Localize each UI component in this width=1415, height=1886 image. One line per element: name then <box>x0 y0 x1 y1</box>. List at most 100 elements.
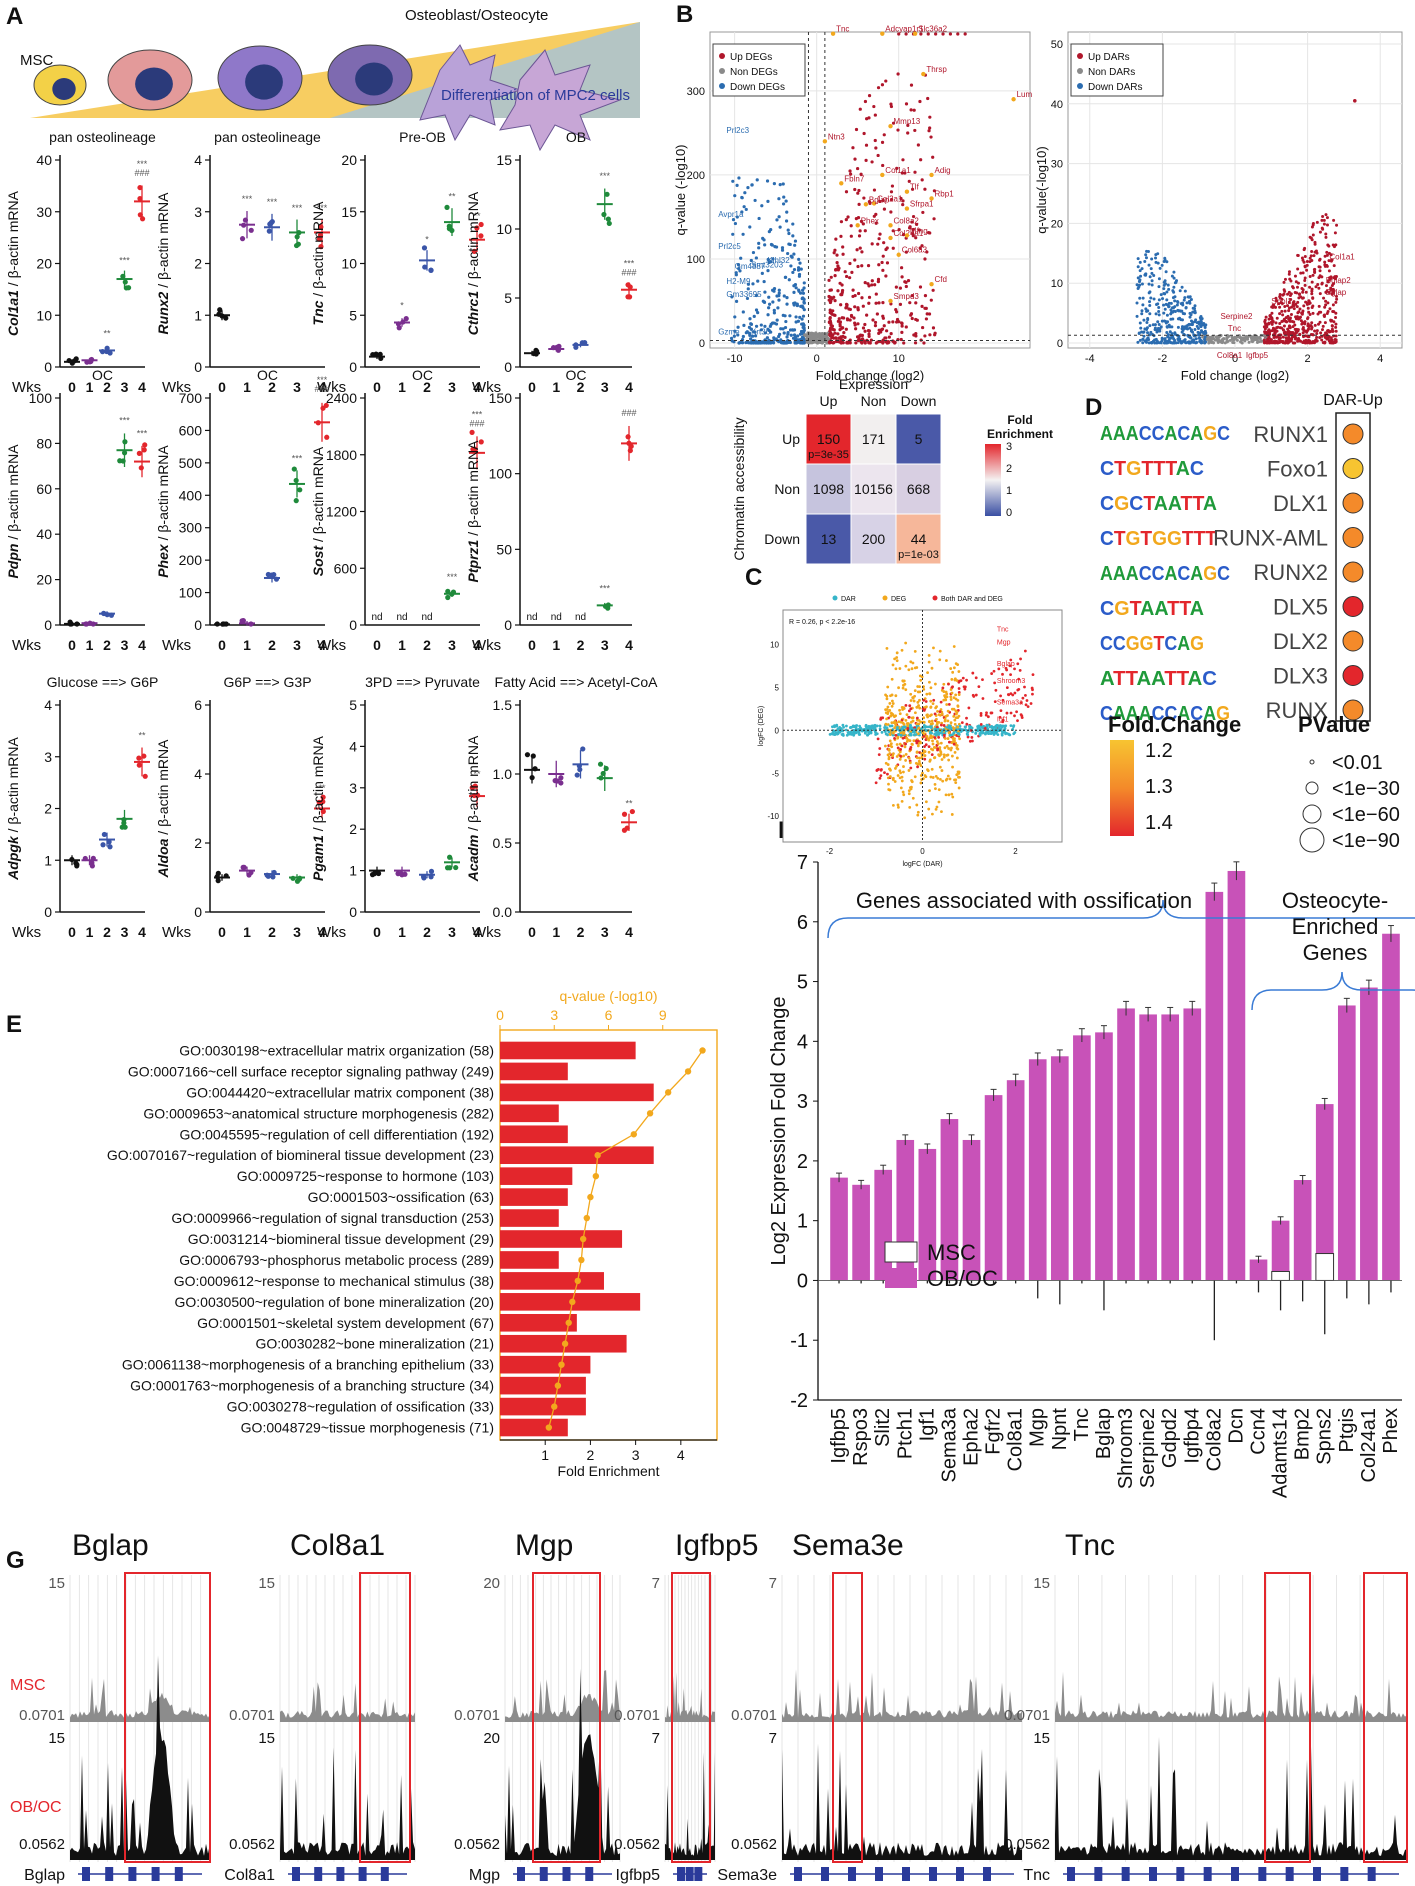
scatter-point <box>967 706 971 710</box>
gene-label: Mmp13 <box>894 117 921 126</box>
data-point <box>106 839 112 845</box>
ylabel-suffix: / β-actin mRNA <box>155 445 171 545</box>
volcano-point <box>1313 329 1317 333</box>
volcano-point <box>1303 329 1307 333</box>
volcano-point <box>1169 308 1173 312</box>
volcano-point <box>766 199 770 203</box>
volcano-point <box>1225 338 1229 342</box>
volcano-point <box>908 225 912 229</box>
enrichment-bar <box>500 1041 636 1060</box>
scatter-point <box>902 765 905 768</box>
volcano-point <box>927 312 932 316</box>
volcano-point <box>827 340 831 345</box>
volcano-point <box>1313 240 1317 244</box>
volcano-point <box>848 307 852 312</box>
scatter-point <box>895 764 898 768</box>
bot-max-label: 20 <box>483 1730 500 1747</box>
scatter-point <box>1016 688 1020 692</box>
volcano-point <box>874 212 878 216</box>
scatter-point <box>936 776 940 780</box>
volcano-point <box>1147 341 1151 345</box>
gene-exon <box>983 1867 991 1881</box>
volcano-point <box>766 269 770 273</box>
volcano-point <box>777 298 781 302</box>
volcano-point <box>1173 299 1177 303</box>
scatter-point <box>886 712 890 715</box>
volcano-point <box>856 191 860 195</box>
volcano-point <box>1324 303 1328 307</box>
heatmap-cell <box>895 413 942 465</box>
scatter-point <box>939 700 943 704</box>
scatter-point <box>956 725 960 729</box>
volcano-point <box>1320 275 1324 279</box>
volcano-point <box>872 188 877 192</box>
legend-label: MSC <box>927 1240 976 1265</box>
volcano-point <box>735 183 739 187</box>
volcano-point <box>802 281 806 285</box>
scatter-point <box>981 678 984 681</box>
scatter-point <box>828 732 832 736</box>
volcano-point <box>1324 213 1328 217</box>
volcano-point <box>1190 323 1194 327</box>
heatmap-col-label: Up <box>820 393 838 409</box>
volcano-point <box>1274 335 1278 339</box>
panel-letter-b: B <box>676 1 693 28</box>
top-min-label: 0.0701 <box>229 1707 275 1724</box>
volcano-point <box>833 274 837 278</box>
gene-label: Lum <box>1017 90 1033 99</box>
volcano-point <box>835 253 839 257</box>
obc-bar <box>852 1184 870 1281</box>
gene-name: Aldoa <box>155 838 171 878</box>
volcano-point <box>1330 327 1334 331</box>
heatmap-value: 5 <box>915 431 923 447</box>
volcano-point <box>789 333 793 337</box>
enrichment-bar <box>500 1146 654 1165</box>
scatter-point <box>988 725 992 729</box>
x-axis-label: Fold change (log2) <box>816 368 924 383</box>
volcano-point <box>1172 276 1176 280</box>
volcano-point <box>754 256 758 260</box>
week-label: 2 <box>577 379 585 395</box>
volcano-point <box>909 108 913 112</box>
ylabel-suffix: / β-actin mRNA <box>465 191 481 291</box>
scatter-point <box>952 666 956 670</box>
volcano-point <box>829 275 833 279</box>
scatter-point <box>971 671 975 675</box>
scatter-point <box>927 660 931 664</box>
scatter-point <box>913 775 917 779</box>
volcano-point <box>860 333 864 338</box>
go-term-label: GO:0045595~regulation of cell differenti… <box>179 1126 494 1142</box>
motif-base: C <box>1152 563 1165 585</box>
volcano-point <box>1153 341 1157 345</box>
volcano-point <box>741 310 745 314</box>
top-max-label: 7 <box>769 1575 777 1592</box>
scatter-point <box>974 693 978 697</box>
volcano-point <box>792 284 796 288</box>
volcano-point <box>737 267 741 271</box>
volcano-point <box>1160 339 1164 343</box>
volcano-point <box>757 216 761 221</box>
volcano-point <box>1303 320 1307 324</box>
volcano-point <box>827 320 832 325</box>
volcano-point <box>739 256 743 260</box>
gene-label: Phex <box>1380 1408 1402 1454</box>
volcano-point <box>1288 339 1292 343</box>
scatter-point <box>950 746 953 750</box>
legend-label: DEG <box>891 596 906 603</box>
volcano-point <box>1157 285 1161 289</box>
motif-base: A <box>1190 598 1204 620</box>
top-max-label: 15 <box>258 1575 275 1592</box>
scatter-point <box>936 742 940 746</box>
volcano-point <box>889 197 894 202</box>
scatter-point <box>908 704 912 708</box>
volcano-point <box>849 224 853 228</box>
scatter-point <box>1012 724 1016 728</box>
scatter-point <box>933 782 937 786</box>
volcano-point <box>867 334 871 339</box>
motif-base: C <box>1217 563 1230 585</box>
y-tick-label: 1.0 <box>493 766 513 782</box>
volcano-point <box>1274 340 1278 344</box>
volcano-point <box>867 332 871 336</box>
